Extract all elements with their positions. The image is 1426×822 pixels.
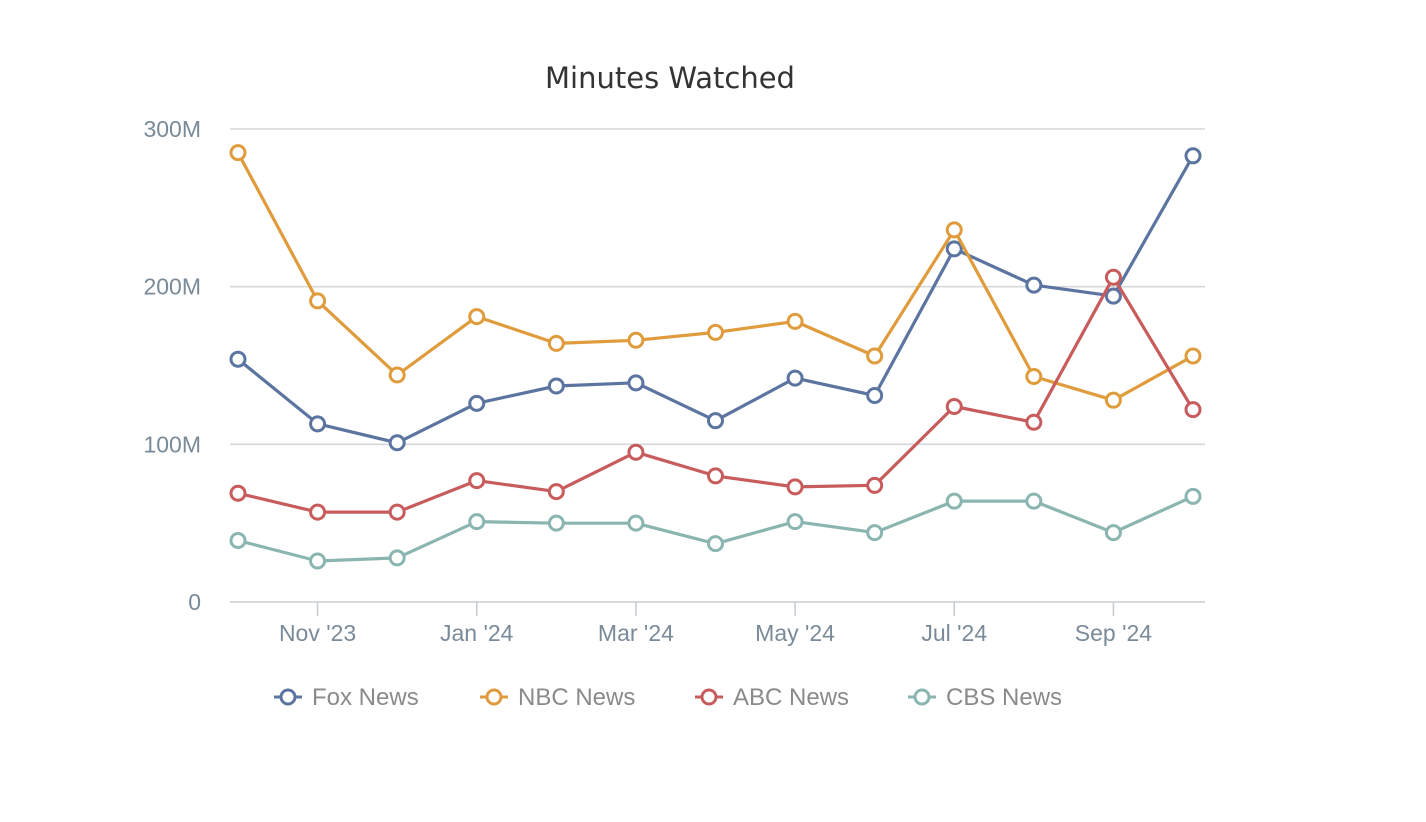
series-cbs-news bbox=[229, 487, 1202, 570]
x-tick-label: May '24 bbox=[755, 620, 835, 646]
data-point-abc-news[interactable] bbox=[468, 472, 486, 490]
y-tick-label: 0 bbox=[188, 589, 201, 615]
data-point-fox-news[interactable] bbox=[1025, 276, 1043, 294]
data-point-cbs-news[interactable] bbox=[1104, 524, 1122, 542]
x-tick-label: Mar '24 bbox=[598, 620, 674, 646]
legend-label: NBC News bbox=[518, 684, 635, 711]
data-point-cbs-news[interactable] bbox=[388, 549, 406, 567]
series-line-fox-news bbox=[236, 154, 1195, 445]
data-point-fox-news[interactable] bbox=[388, 434, 406, 452]
data-point-fox-news[interactable] bbox=[1104, 287, 1122, 305]
series-line-nbc-news bbox=[236, 151, 1195, 402]
data-point-nbc-news[interactable] bbox=[866, 347, 884, 365]
grid-layer bbox=[230, 128, 1205, 603]
data-point-cbs-news[interactable] bbox=[1184, 487, 1202, 505]
legend-label: CBS News bbox=[946, 684, 1062, 711]
data-point-nbc-news[interactable] bbox=[707, 323, 724, 341]
data-point-fox-news[interactable] bbox=[945, 240, 963, 258]
chart-title: Minutes Watched bbox=[545, 61, 795, 95]
legend-item-fox-news[interactable]: Fox News bbox=[274, 684, 419, 711]
data-point-abc-news[interactable] bbox=[388, 503, 406, 521]
y-tick-label: 200M bbox=[143, 274, 201, 300]
y-tick-label: 100M bbox=[143, 431, 201, 457]
series-layer bbox=[229, 144, 1202, 570]
data-point-abc-news[interactable] bbox=[1025, 413, 1043, 431]
x-tick-label: Sep '24 bbox=[1075, 620, 1152, 646]
legend-label: Fox News bbox=[312, 684, 419, 711]
data-point-abc-news[interactable] bbox=[707, 467, 724, 485]
data-point-cbs-news[interactable] bbox=[707, 535, 724, 553]
data-point-nbc-news[interactable] bbox=[1104, 391, 1122, 409]
legend-item-nbc-news[interactable]: NBC News bbox=[480, 684, 635, 711]
data-point-nbc-news[interactable] bbox=[1184, 347, 1202, 365]
data-point-nbc-news[interactable] bbox=[309, 292, 327, 310]
data-point-abc-news[interactable] bbox=[627, 443, 645, 461]
data-point-cbs-news[interactable] bbox=[627, 514, 645, 532]
data-point-nbc-news[interactable] bbox=[388, 366, 406, 384]
data-point-fox-news[interactable] bbox=[866, 386, 884, 404]
data-point-cbs-news[interactable] bbox=[1025, 492, 1043, 510]
x-tick-label: Nov '23 bbox=[279, 620, 356, 646]
data-point-cbs-news[interactable] bbox=[468, 513, 486, 531]
data-point-nbc-news[interactable] bbox=[547, 334, 565, 352]
legend: Fox News NBC News ABC News CBS News bbox=[274, 684, 1062, 711]
data-point-nbc-news[interactable] bbox=[468, 308, 486, 326]
data-point-abc-news[interactable] bbox=[945, 397, 963, 415]
series-fox-news bbox=[229, 147, 1202, 452]
x-tick-label: Jul '24 bbox=[921, 620, 987, 646]
legend-marker-icon bbox=[700, 688, 718, 706]
data-point-nbc-news[interactable] bbox=[945, 221, 963, 239]
data-point-nbc-news[interactable] bbox=[229, 144, 247, 162]
series-abc-news bbox=[229, 268, 1202, 521]
legend-marker-icon bbox=[913, 688, 931, 706]
y-axis: 0 100M 200M 300M bbox=[143, 116, 201, 615]
data-point-abc-news[interactable] bbox=[229, 484, 247, 502]
data-point-fox-news[interactable] bbox=[309, 415, 327, 433]
data-point-fox-news[interactable] bbox=[786, 369, 804, 387]
data-point-abc-news[interactable] bbox=[866, 476, 884, 494]
data-point-abc-news[interactable] bbox=[1184, 401, 1202, 419]
series-nbc-news bbox=[229, 144, 1202, 409]
data-point-nbc-news[interactable] bbox=[786, 312, 804, 330]
data-point-fox-news[interactable] bbox=[229, 350, 247, 368]
legend-label: ABC News bbox=[733, 684, 849, 711]
data-point-cbs-news[interactable] bbox=[309, 552, 327, 570]
data-point-fox-news[interactable] bbox=[707, 412, 724, 430]
data-point-abc-news[interactable] bbox=[1104, 268, 1122, 286]
data-point-cbs-news[interactable] bbox=[547, 514, 565, 532]
legend-item-abc-news[interactable]: ABC News bbox=[695, 684, 849, 711]
data-point-fox-news[interactable] bbox=[1184, 147, 1202, 165]
x-tick-label: Jan '24 bbox=[440, 620, 514, 646]
x-axis: Nov '23 Jan '24 Mar '24 May '24 Jul '24 Sep '… bbox=[279, 602, 1152, 646]
data-point-cbs-news[interactable] bbox=[945, 492, 963, 510]
data-point-cbs-news[interactable] bbox=[866, 524, 884, 542]
data-point-fox-news[interactable] bbox=[547, 377, 565, 395]
data-point-cbs-news[interactable] bbox=[229, 532, 247, 550]
legend-marker-icon bbox=[485, 688, 503, 706]
data-point-cbs-news[interactable] bbox=[786, 513, 804, 531]
data-point-abc-news[interactable] bbox=[547, 483, 565, 501]
legend-marker-icon bbox=[279, 688, 297, 706]
y-tick-label: 300M bbox=[143, 116, 201, 142]
data-point-abc-news[interactable] bbox=[309, 503, 327, 521]
data-point-fox-news[interactable] bbox=[468, 394, 486, 412]
data-point-nbc-news[interactable] bbox=[1025, 368, 1043, 386]
data-point-nbc-news[interactable] bbox=[627, 331, 645, 349]
data-point-fox-news[interactable] bbox=[627, 374, 645, 392]
data-point-abc-news[interactable] bbox=[786, 478, 804, 496]
legend-item-cbs-news[interactable]: CBS News bbox=[908, 684, 1062, 711]
